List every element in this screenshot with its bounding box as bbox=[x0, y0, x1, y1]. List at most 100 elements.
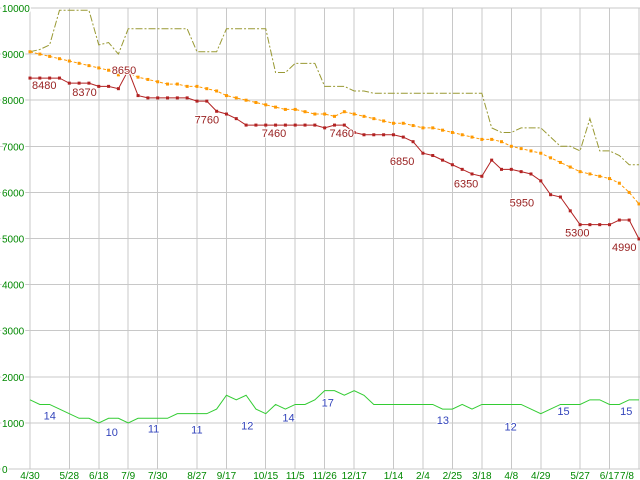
series-marker-avg-price bbox=[617, 181, 621, 185]
series-marker-avg-price bbox=[411, 124, 415, 128]
y-axis-label: 7000 bbox=[2, 142, 25, 153]
series-marker-min-price bbox=[87, 81, 91, 85]
x-axis-label: 5/28 bbox=[60, 471, 80, 480]
x-axis-label: 4/30 bbox=[20, 471, 40, 480]
series-marker-min-price bbox=[450, 163, 454, 167]
series-marker-avg-price bbox=[460, 133, 464, 137]
price-annotation: 7460 bbox=[330, 128, 354, 140]
count-annotation: 15 bbox=[557, 406, 569, 418]
series-marker-avg-price bbox=[499, 140, 503, 144]
series-marker-avg-price bbox=[401, 121, 405, 125]
series-marker-avg-price bbox=[391, 121, 395, 125]
y-axis-label: 2000 bbox=[2, 373, 25, 384]
series-marker-min-price bbox=[185, 96, 189, 100]
series-marker-avg-price bbox=[539, 151, 543, 155]
series-marker-avg-price bbox=[450, 130, 454, 134]
series-marker-min-price bbox=[97, 84, 101, 88]
series-marker-avg-price bbox=[97, 66, 101, 70]
series-marker-avg-price bbox=[333, 114, 336, 118]
series-marker-min-price bbox=[136, 94, 140, 98]
series-marker-min-price bbox=[283, 123, 287, 127]
count-annotation: 11 bbox=[148, 423, 159, 435]
series-marker-avg-price bbox=[588, 172, 592, 176]
series-marker-min-price bbox=[499, 167, 503, 171]
count-annotation: 15 bbox=[620, 406, 632, 418]
count-annotation: 13 bbox=[437, 415, 449, 427]
series-marker-min-price bbox=[48, 76, 52, 80]
series-marker-min-price bbox=[578, 223, 582, 227]
series-marker-min-price bbox=[480, 174, 484, 178]
y-axis-label: 8000 bbox=[2, 96, 25, 107]
series-marker-min-price bbox=[421, 151, 425, 155]
x-axis-label: 9/17 bbox=[217, 471, 237, 480]
series-line-store-count bbox=[29, 390, 639, 424]
x-axis-label: 3/18 bbox=[472, 471, 492, 480]
x-axis-label: 11/5 bbox=[286, 471, 305, 480]
series-marker-avg-price bbox=[529, 149, 533, 153]
series-marker-min-price bbox=[558, 195, 562, 199]
series-marker-min-price bbox=[234, 117, 238, 121]
series-marker-avg-price bbox=[627, 190, 631, 194]
series-marker-min-price bbox=[215, 109, 219, 113]
y-axis-label: 0 bbox=[2, 465, 8, 476]
series-marker-min-price bbox=[568, 209, 572, 213]
series-marker-avg-price bbox=[224, 94, 228, 98]
x-axis-label: 12/17 bbox=[342, 471, 367, 480]
series-marker-avg-price bbox=[57, 57, 61, 61]
series-marker-avg-price bbox=[470, 135, 474, 139]
series-marker-avg-price bbox=[323, 112, 327, 116]
series-marker-min-price bbox=[126, 68, 130, 72]
series-marker-min-price bbox=[549, 193, 553, 197]
x-axis-label: 7/8 bbox=[620, 471, 634, 480]
series-marker-avg-price bbox=[293, 107, 297, 111]
series-line-max-price bbox=[29, 9, 639, 166]
series-marker-min-price bbox=[519, 170, 523, 174]
series-marker-min-price bbox=[637, 237, 640, 241]
series-marker-min-price bbox=[107, 84, 111, 88]
series-marker-min-price bbox=[254, 123, 258, 127]
series-marker-avg-price bbox=[421, 126, 425, 130]
series-marker-min-price bbox=[28, 76, 32, 80]
y-axis-label: 5000 bbox=[2, 235, 25, 246]
series-marker-min-price bbox=[77, 81, 81, 85]
series-marker-min-price bbox=[441, 158, 445, 162]
series-marker-min-price bbox=[509, 167, 513, 171]
series-marker-min-price bbox=[529, 172, 533, 176]
series-marker-min-price bbox=[539, 179, 543, 183]
series-marker-min-price bbox=[342, 123, 346, 127]
series-marker-avg-price bbox=[352, 112, 356, 116]
series-marker-avg-price bbox=[195, 84, 199, 88]
series-marker-avg-price bbox=[264, 103, 268, 107]
series-marker-avg-price bbox=[578, 170, 582, 174]
series-marker-avg-price bbox=[175, 82, 179, 86]
series-marker-min-price bbox=[293, 123, 297, 127]
x-axis-label: 11/26 bbox=[313, 471, 338, 480]
price-annotation: 6850 bbox=[390, 156, 414, 168]
series-marker-min-price bbox=[38, 76, 42, 80]
series-marker-avg-price bbox=[313, 112, 317, 116]
x-axis-label: 7/9 bbox=[121, 471, 135, 480]
price-annotation: 8370 bbox=[72, 87, 96, 99]
y-axis-label: 6000 bbox=[2, 188, 25, 199]
series-marker-avg-price bbox=[67, 59, 71, 63]
series-marker-avg-price bbox=[519, 147, 523, 151]
series-marker-min-price bbox=[323, 126, 327, 130]
series-marker-min-price bbox=[391, 133, 395, 137]
count-annotation: 11 bbox=[191, 424, 202, 436]
series-marker-avg-price bbox=[107, 68, 111, 72]
count-annotation: 14 bbox=[282, 412, 294, 424]
price-annotation: 7760 bbox=[195, 114, 219, 126]
series-marker-min-price bbox=[166, 96, 170, 100]
series-marker-avg-price bbox=[48, 54, 52, 58]
series-marker-min-price bbox=[352, 130, 356, 134]
series-marker-min-price bbox=[224, 112, 228, 116]
series-marker-avg-price bbox=[637, 202, 640, 206]
series-marker-avg-price bbox=[38, 52, 42, 56]
series-marker-min-price bbox=[372, 133, 376, 137]
price-annotation: 6350 bbox=[454, 178, 478, 190]
series-marker-min-price bbox=[264, 123, 268, 127]
price-annotation: 4990 bbox=[612, 242, 636, 254]
